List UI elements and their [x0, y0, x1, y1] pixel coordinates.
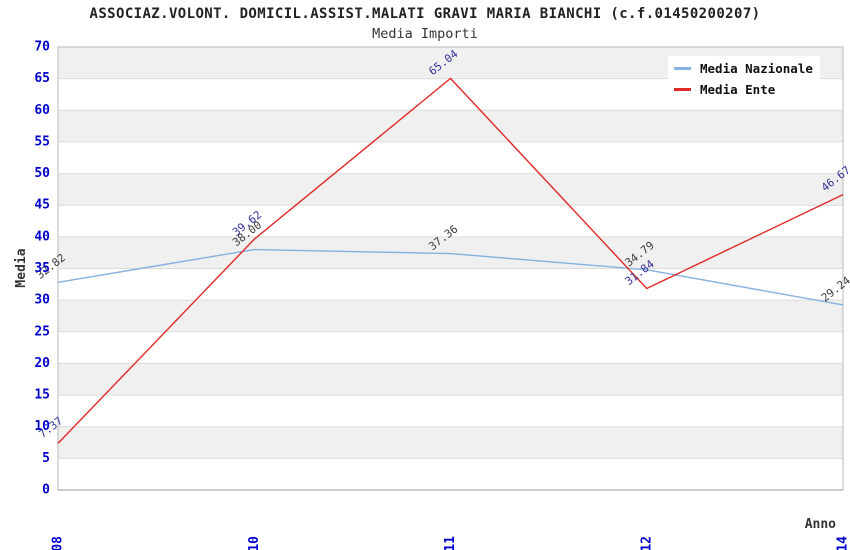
grid-band [58, 331, 843, 364]
legend: Media Nazionale Media Ente [668, 56, 820, 102]
y-tick-label: 55 [34, 134, 50, 149]
gridlines [57, 46, 844, 491]
y-tick-label: 60 [34, 103, 50, 118]
y-tick-label: 65 [34, 71, 50, 86]
axis-tick-labels: 0 5 10 15 20 25 30 35 40 45 50 55 60 65 70 2008 2010 2011… [34, 40, 850, 550]
x-tick-label: 2008 [51, 536, 66, 550]
y-tick-label: 45 [34, 198, 50, 213]
grid-band [58, 458, 843, 490]
grid-band [58, 268, 843, 301]
legend-item-media-nazionale: Media Nazionale [674, 58, 820, 79]
series-lines [57, 77, 844, 444]
series-line-0 [57, 248, 844, 306]
grid-band [58, 363, 843, 396]
chart-title: ASSOCIAZ.VOLONT. DOMICIL.ASSIST.MALATI G… [89, 6, 761, 22]
legend-item-media-ente: Media Ente [674, 79, 820, 100]
legend-label: Media Ente [700, 82, 776, 97]
x-axis-title: Anno [805, 517, 836, 532]
legend-swatch-red-line [674, 88, 691, 91]
series-line-1 [57, 77, 844, 444]
y-axis-title: Media [14, 248, 29, 287]
grid-band [58, 173, 843, 206]
x-tick-label: 2010 [247, 536, 262, 550]
y-tick-label: 25 [34, 324, 50, 339]
grid-band [58, 395, 843, 427]
y-tick-label: 70 [34, 40, 50, 55]
y-tick-label: 35 [34, 261, 50, 276]
chart-subtitle: Media Importi [372, 26, 478, 42]
grid-band [58, 110, 843, 142]
y-tick-label: 0 [42, 483, 50, 498]
grid-band [58, 426, 843, 459]
legend-label: Media Nazionale [700, 61, 813, 76]
y-tick-label: 40 [34, 229, 50, 244]
grid-band [58, 141, 843, 174]
y-tick-label: 10 [34, 419, 50, 434]
grid-band [58, 300, 843, 332]
y-tick-label: 15 [34, 388, 50, 403]
x-tick-label: 2012 [639, 536, 654, 550]
x-tick-label: 2014 [836, 536, 850, 550]
y-tick-label: 50 [34, 166, 50, 181]
grid-band [58, 205, 843, 237]
x-tick-label: 2011 [443, 536, 458, 550]
y-tick-label: 5 [42, 451, 50, 466]
legend-swatch-blue-line [674, 67, 691, 70]
y-tick-label: 20 [34, 356, 50, 371]
grid-band [58, 236, 843, 269]
y-tick-label: 30 [34, 293, 50, 308]
plot-background-bands [58, 47, 843, 490]
